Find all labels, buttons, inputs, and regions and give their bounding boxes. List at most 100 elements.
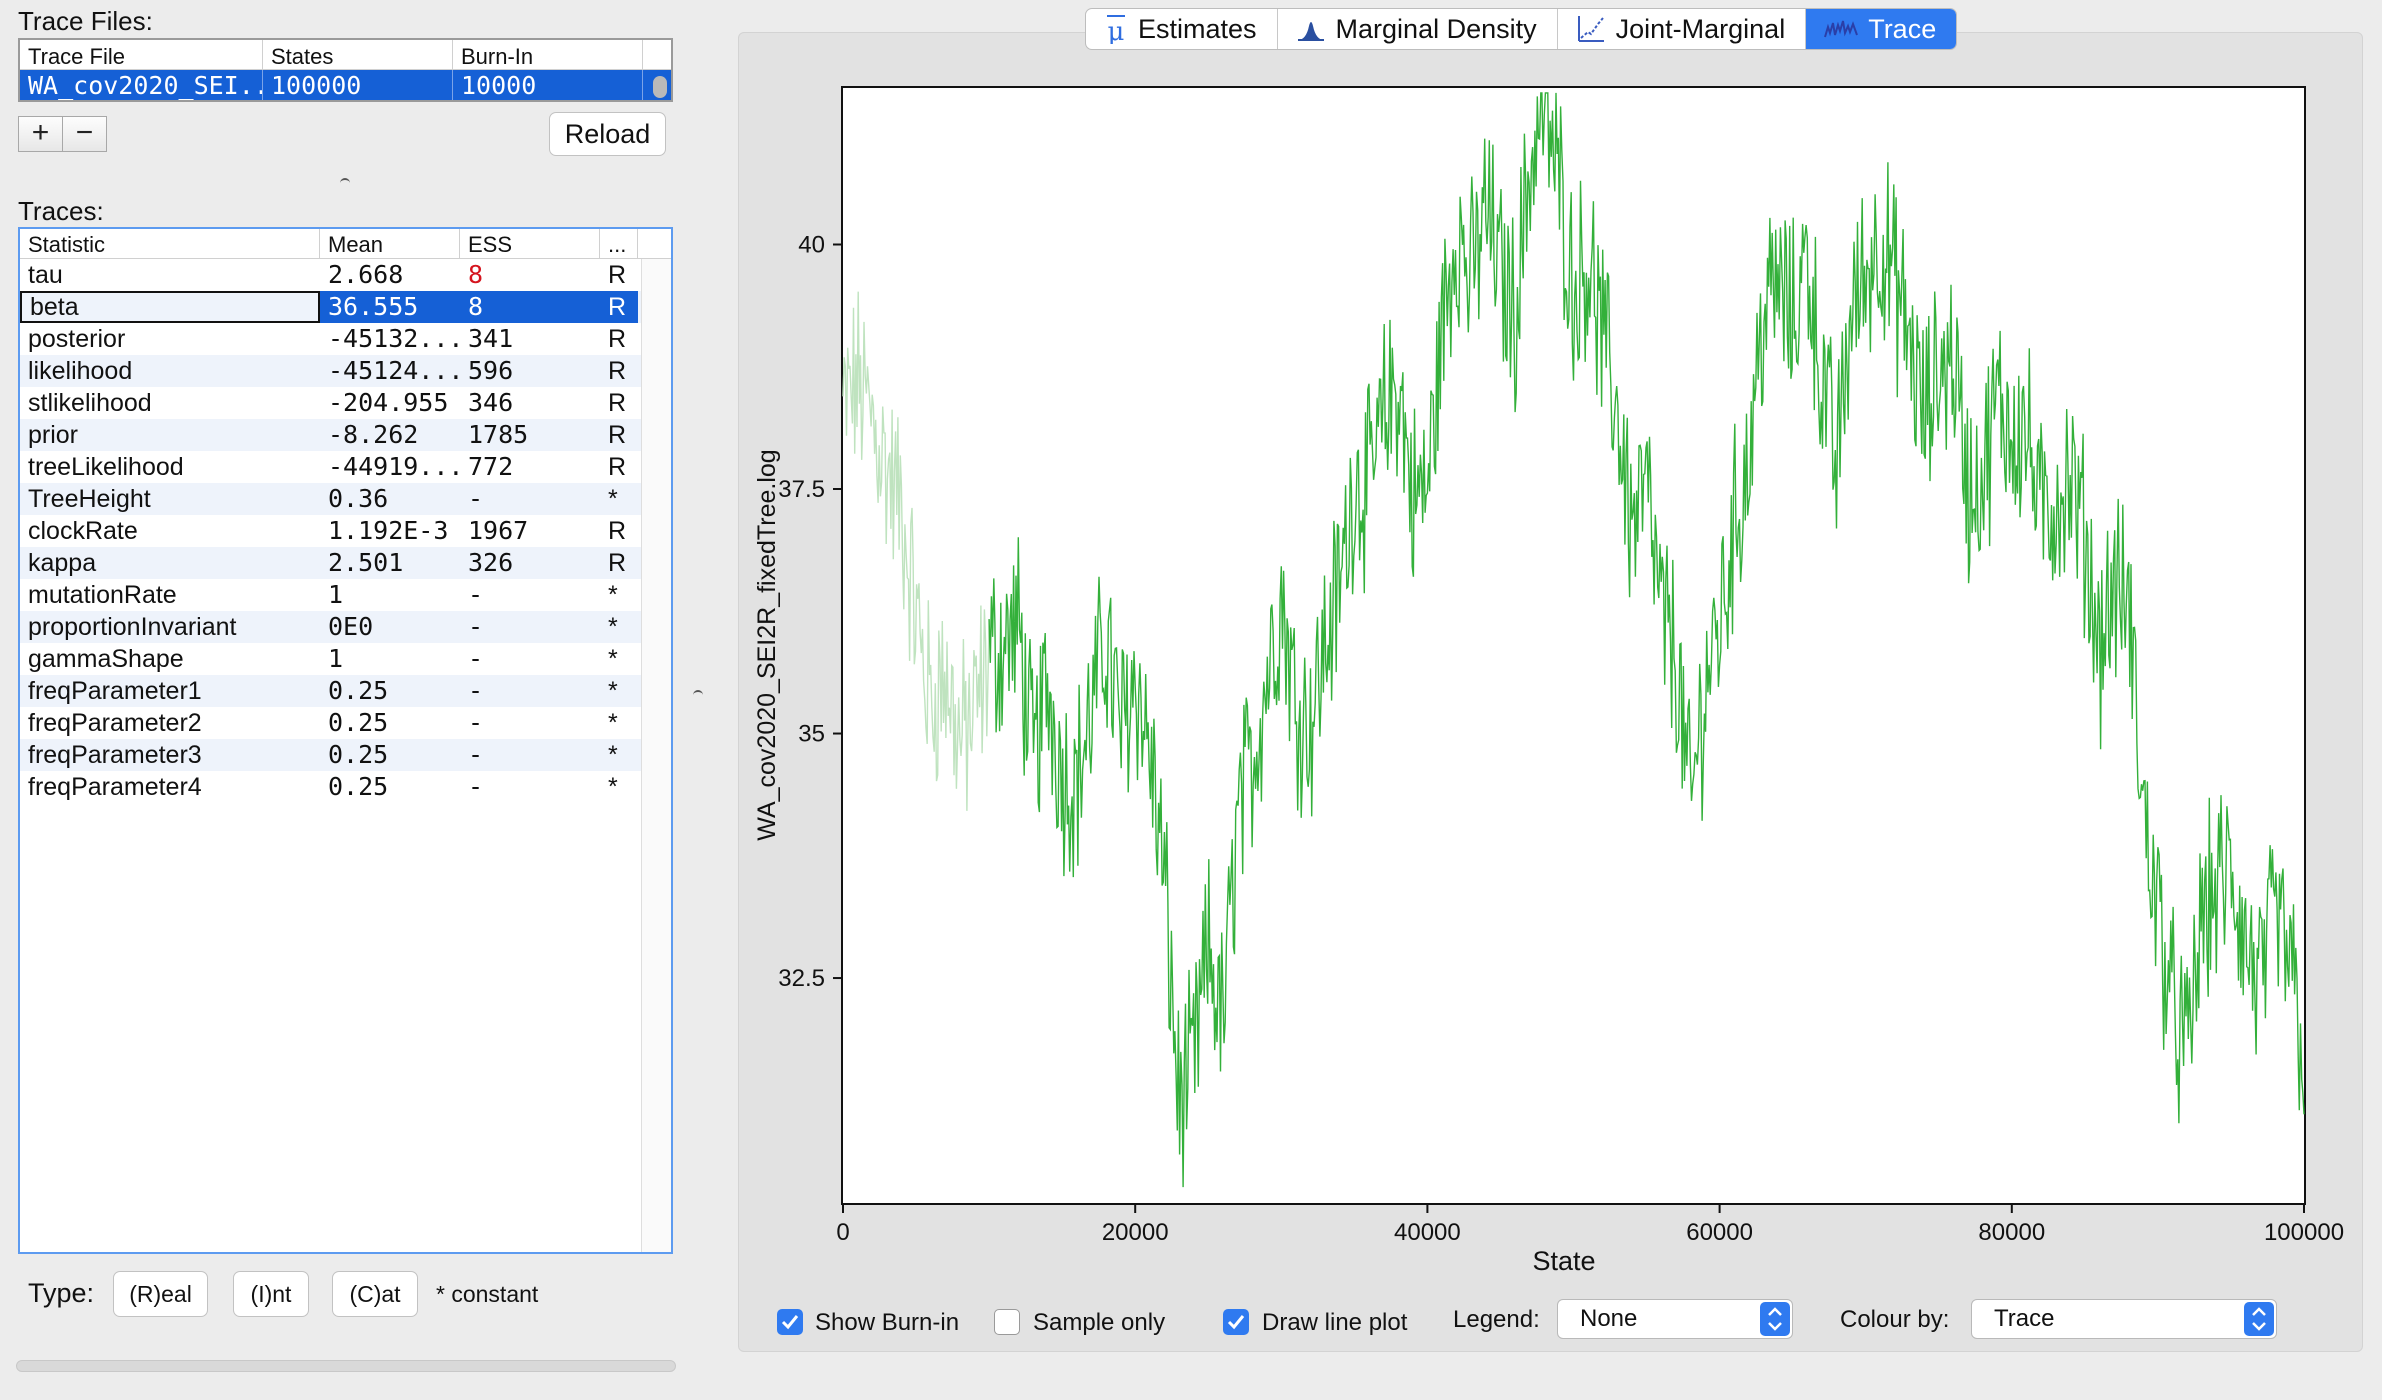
- states-column-header[interactable]: States: [263, 40, 453, 69]
- add-trace-file-button[interactable]: +: [18, 116, 63, 152]
- legend-select[interactable]: None: [1557, 1299, 1793, 1339]
- mean-cell: 0.25: [328, 772, 389, 801]
- ess-cell: -: [468, 644, 484, 673]
- traces-header: Statistic Mean ESS ...: [20, 229, 671, 259]
- int-type-button[interactable]: (I)nt: [233, 1271, 309, 1317]
- trace-files-label: Trace Files:: [18, 6, 153, 36]
- statistic-column-header[interactable]: Statistic: [20, 229, 320, 258]
- reload-button[interactable]: Reload: [549, 112, 666, 156]
- trace-file-name: WA_cov2020_SEI...: [20, 70, 263, 100]
- mean-cell: 1: [328, 644, 344, 673]
- type-cell: R: [608, 357, 627, 385]
- table-row[interactable]: clockRate 1.192E-3 1967 R: [20, 515, 671, 547]
- tab-estimates-label: Estimates: [1138, 13, 1257, 44]
- table-row[interactable]: treeLikelihood -44919... 772 R: [20, 451, 671, 483]
- remove-trace-file-button[interactable]: −: [62, 116, 107, 152]
- burnin-column-header[interactable]: Burn-In: [453, 40, 643, 69]
- type-label: Type:: [28, 1278, 95, 1308]
- type-cell: R: [608, 261, 627, 289]
- ess-cell: -: [468, 708, 484, 737]
- legend-select-value: None: [1580, 1305, 1638, 1332]
- splitter-handle[interactable]: [340, 178, 350, 184]
- check-icon: [1227, 1315, 1245, 1330]
- table-row[interactable]: gammaShape 1 - *: [20, 643, 671, 675]
- statistic-cell: stlikelihood: [28, 389, 152, 417]
- mean-cell: 1.192E-3: [328, 516, 449, 545]
- show-burnin-checkbox[interactable]: [777, 1309, 803, 1335]
- table-row[interactable]: TreeHeight 0.36 - *: [20, 483, 671, 515]
- table-row[interactable]: posterior -45132... 341 R: [20, 323, 671, 355]
- trace-file-row[interactable]: WA_cov2020_SEI... 100000 10000: [20, 70, 671, 100]
- tab-marginal-density[interactable]: Marginal Density: [1278, 9, 1558, 49]
- table-row[interactable]: beta 36.555 8 R: [20, 291, 671, 323]
- tab-estimates[interactable]: μ Estimates: [1086, 9, 1278, 49]
- type-cell: *: [608, 741, 618, 769]
- table-row[interactable]: tau 2.668 8 R: [20, 259, 671, 291]
- trace-file-column-header[interactable]: Trace File: [20, 40, 263, 69]
- table-row[interactable]: freqParameter1 0.25 - *: [20, 675, 671, 707]
- tab-joint-marginal[interactable]: Joint-Marginal: [1558, 9, 1807, 49]
- type-cell: R: [608, 453, 627, 481]
- type-cell: *: [608, 773, 618, 801]
- type-column-header[interactable]: ...: [600, 229, 638, 258]
- statistic-cell: prior: [28, 421, 79, 449]
- ess-cell: -: [468, 676, 484, 705]
- ess-cell: -: [468, 772, 484, 801]
- ess-cell: 596: [468, 356, 514, 385]
- type-cell: *: [608, 581, 618, 609]
- trace-file-burnin[interactable]: 10000: [453, 70, 643, 100]
- table-row[interactable]: stlikelihood -204.955 346 R: [20, 387, 671, 419]
- type-cell: *: [608, 677, 618, 705]
- trace-files-scrollbar[interactable]: [653, 76, 667, 98]
- ess-cell: -: [468, 740, 484, 769]
- y-axis-label: WA_cov2020_SEI2R_fixedTree.log: [753, 449, 781, 840]
- ess-cell: 772: [468, 452, 514, 481]
- table-row[interactable]: freqParameter3 0.25 - *: [20, 739, 671, 771]
- left-horizontal-scrollbar[interactable]: [16, 1360, 676, 1372]
- mean-column-header[interactable]: Mean: [320, 229, 460, 258]
- y-tick-label: 32.5: [778, 965, 825, 992]
- cat-type-button[interactable]: (C)at: [332, 1271, 418, 1317]
- trace-files-table[interactable]: Trace File States Burn-In WA_cov2020_SEI…: [18, 38, 673, 102]
- table-row[interactable]: kappa 2.501 326 R: [20, 547, 671, 579]
- x-axis-label: State: [1532, 1246, 1595, 1276]
- table-row[interactable]: freqParameter2 0.25 - *: [20, 707, 671, 739]
- sample-only-label: Sample only: [1033, 1309, 1166, 1336]
- statistic-cell: proportionInvariant: [28, 613, 237, 641]
- mu-icon: μ: [1107, 15, 1125, 44]
- sample-only-checkbox[interactable]: [994, 1309, 1020, 1335]
- tab-trace-label: Trace: [1868, 13, 1937, 44]
- type-cell: R: [608, 325, 627, 353]
- mean-cell: 0.25: [328, 740, 389, 769]
- colour-by-select-arrow: [2244, 1302, 2274, 1336]
- ess-cell: -: [468, 580, 484, 609]
- legend-select-arrow: [1760, 1302, 1790, 1336]
- ess-cell: -: [468, 612, 484, 641]
- view-tabs: μ Estimates Marginal Density Joint-Margi…: [1085, 8, 1958, 50]
- ess-cell: 1785: [468, 420, 529, 449]
- tab-trace[interactable]: Trace: [1806, 9, 1957, 49]
- real-type-button[interactable]: (R)eal: [113, 1271, 208, 1317]
- plot-background: [841, 86, 2306, 1205]
- table-row[interactable]: prior -8.262 1785 R: [20, 419, 671, 451]
- ess-cell: 8: [468, 260, 484, 289]
- ess-cell: -: [468, 484, 484, 513]
- ess-column-header[interactable]: ESS: [460, 229, 600, 258]
- table-row[interactable]: likelihood -45124... 596 R: [20, 355, 671, 387]
- colour-by-select[interactable]: Trace: [1971, 1299, 2277, 1339]
- draw-line-plot-label: Draw line plot: [1262, 1309, 1408, 1336]
- draw-line-plot-checkbox[interactable]: [1223, 1309, 1249, 1335]
- statistic-cell: TreeHeight: [28, 485, 151, 513]
- check-icon: [781, 1315, 799, 1330]
- x-tick-label: 0: [836, 1219, 849, 1246]
- panel-splitter-handle[interactable]: [693, 690, 703, 696]
- table-row[interactable]: mutationRate 1 - *: [20, 579, 671, 611]
- y-tick-label: 40: [798, 231, 825, 258]
- table-row[interactable]: proportionInvariant 0E0 - *: [20, 611, 671, 643]
- mean-cell: -45132...: [328, 324, 460, 353]
- statistic-cell: beta: [20, 291, 320, 323]
- table-row[interactable]: freqParameter4 0.25 - *: [20, 771, 671, 803]
- traces-scrollbar[interactable]: [641, 259, 671, 1252]
